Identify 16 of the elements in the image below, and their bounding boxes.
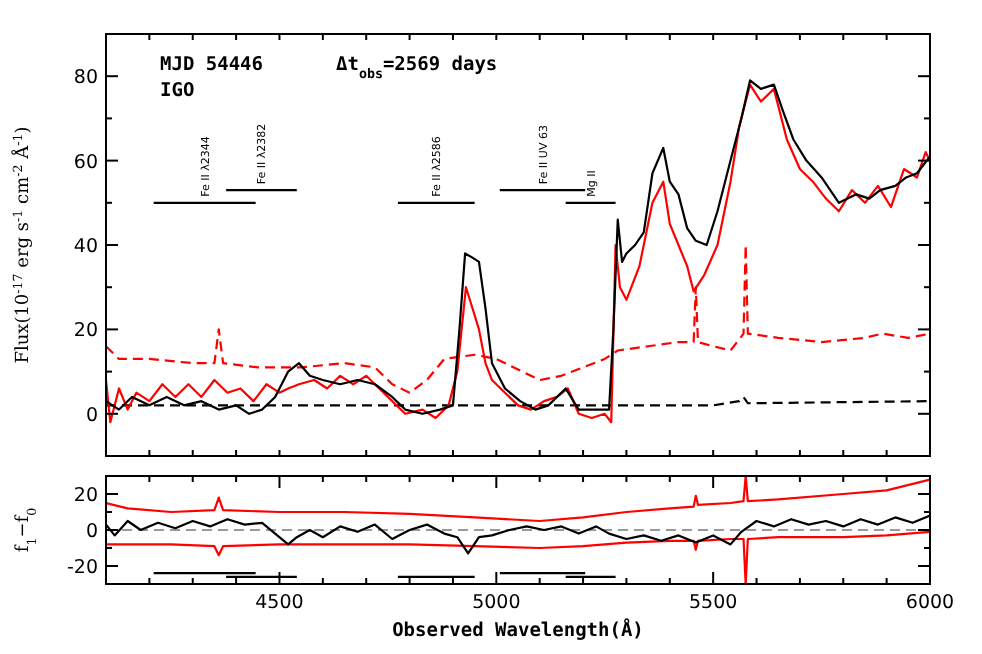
y-tick-label: 40 [73,236,98,258]
y-tick-label: -20 [66,557,98,579]
annotation: IGO [160,80,195,102]
x-axis-title: Observed Wavelength(Å) [392,618,644,642]
annotation: Δt$_{obs}$=2569 days [336,54,498,82]
x-tick-label: 5000 [472,592,521,614]
y-tick-label: 80 [73,67,98,90]
y-tick-label: 0 [85,521,98,543]
x-tick-label: 5500 [688,592,738,614]
y-tick-label: 60 [73,151,98,174]
x-tick-label: 6000 [905,592,955,614]
y-tick-label: 20 [73,320,98,343]
x-tick-label: 4500 [255,592,304,614]
y-tick-label: 20 [73,485,98,507]
y-tick-label: 0 [85,404,98,427]
annotation: MJD 54446 [160,54,264,76]
